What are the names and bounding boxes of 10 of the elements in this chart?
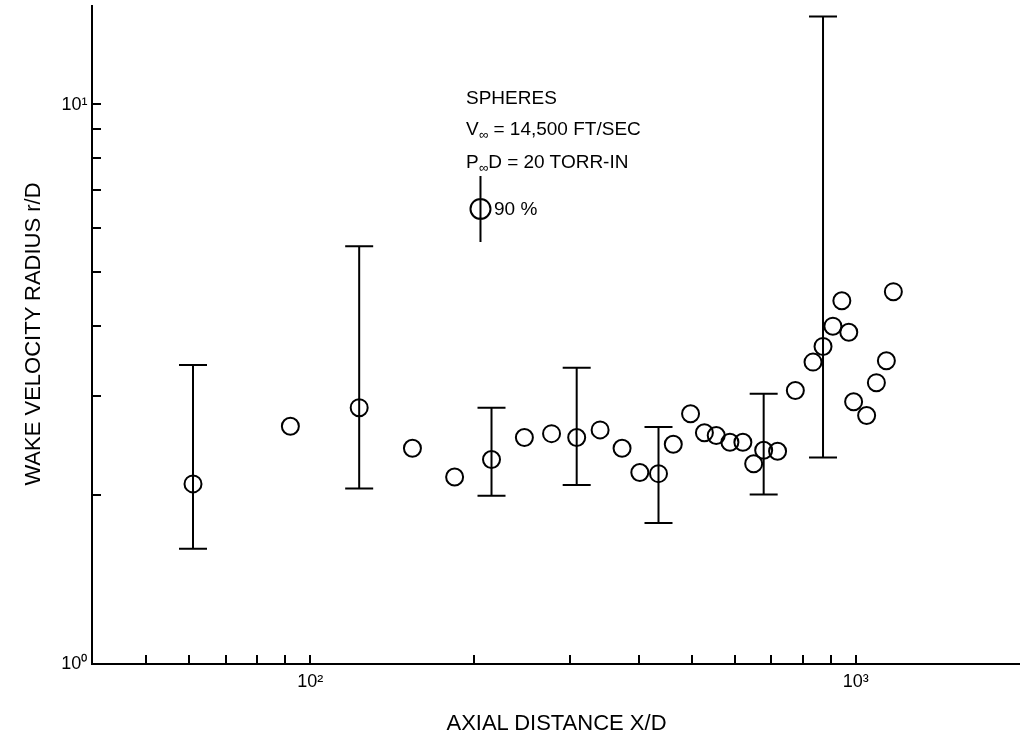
annotation: 90 % [494,198,538,219]
x-tick-label: 10² [297,670,324,691]
x-tick-label: 10³ [842,670,869,691]
x-axis-title: AXIAL DISTANCE X/D [446,710,667,735]
y-tick-label: 10⁰ [61,653,88,674]
annotation: SPHERES [466,87,557,108]
y-tick-label: 10¹ [61,93,88,114]
annotation: V$_{∞}$ = 14,500 FT/SEC [466,118,641,142]
annotation: P$_{∞}$D = 20 TORR-IN [466,151,629,175]
y-axis-title: WAKE VELOCITY RADIUS r/D [19,182,45,486]
